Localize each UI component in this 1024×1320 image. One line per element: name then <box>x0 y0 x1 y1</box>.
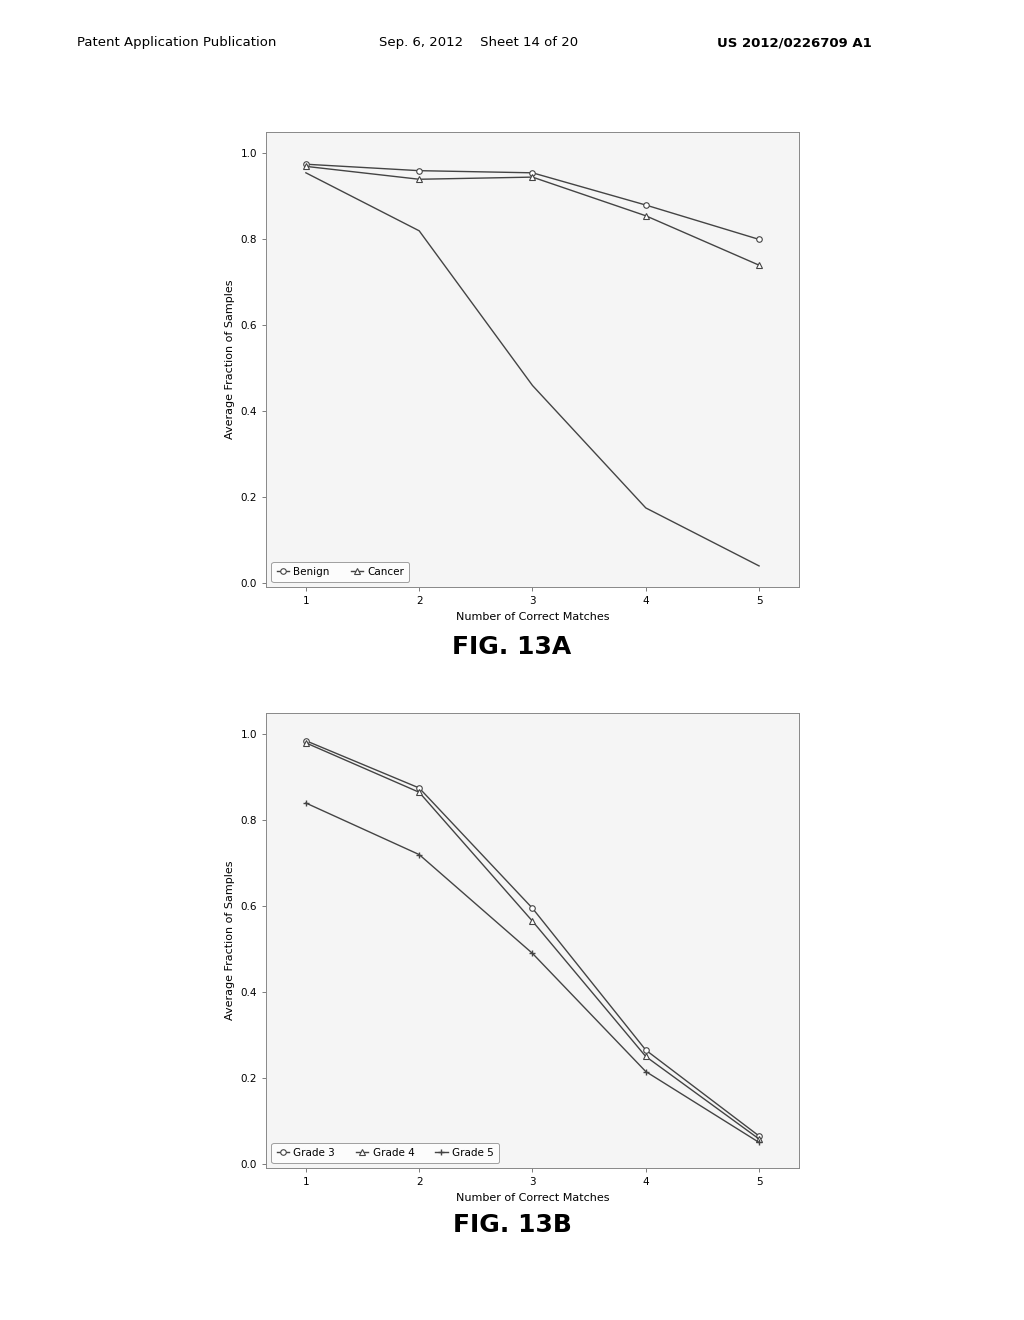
Grade 5 <box>640 1064 652 1080</box>
Grade 4 <box>526 913 539 929</box>
Legend: Grade 3, Grade 4, Grade 5: Grade 3, Grade 4, Grade 5 <box>271 1143 499 1163</box>
Grade 4 <box>300 735 312 751</box>
Text: FIG. 13B: FIG. 13B <box>453 1213 571 1237</box>
Line: Grade 5: Grade 5 <box>302 800 763 1146</box>
Y-axis label: Average Fraction of Samples: Average Fraction of Samples <box>225 861 236 1020</box>
Cancer <box>753 257 765 273</box>
Text: Patent Application Publication: Patent Application Publication <box>77 36 276 49</box>
Line: Grade 3: Grade 3 <box>303 738 762 1139</box>
Legend: Benign, Cancer: Benign, Cancer <box>271 562 410 582</box>
X-axis label: Number of Correct Matches: Number of Correct Matches <box>456 612 609 622</box>
X-axis label: Number of Correct Matches: Number of Correct Matches <box>456 1193 609 1203</box>
Line: Grade 4: Grade 4 <box>303 741 762 1142</box>
Benign <box>413 162 425 178</box>
Grade 5 <box>300 795 312 810</box>
Grade 5 <box>526 945 539 961</box>
Benign <box>753 231 765 247</box>
Text: US 2012/0226709 A1: US 2012/0226709 A1 <box>717 36 871 49</box>
Grade 3 <box>413 780 425 796</box>
Grade 4 <box>640 1048 652 1064</box>
Cancer <box>526 169 539 185</box>
Grade 3 <box>300 733 312 748</box>
Grade 3 <box>526 900 539 916</box>
Benign <box>300 156 312 172</box>
Text: FIG. 13A: FIG. 13A <box>453 635 571 659</box>
Cancer <box>640 207 652 223</box>
Text: Sep. 6, 2012    Sheet 14 of 20: Sep. 6, 2012 Sheet 14 of 20 <box>379 36 578 49</box>
Benign <box>526 165 539 181</box>
Y-axis label: Average Fraction of Samples: Average Fraction of Samples <box>225 280 236 440</box>
Line: Cancer: Cancer <box>303 164 762 268</box>
Grade 4 <box>753 1131 765 1147</box>
Cancer <box>300 158 312 174</box>
Benign <box>640 197 652 213</box>
Grade 4 <box>413 784 425 800</box>
Cancer <box>413 172 425 187</box>
Grade 3 <box>753 1129 765 1144</box>
Grade 5 <box>753 1134 765 1150</box>
Line: Benign: Benign <box>303 161 762 242</box>
Grade 5 <box>413 846 425 862</box>
Grade 3 <box>640 1041 652 1057</box>
